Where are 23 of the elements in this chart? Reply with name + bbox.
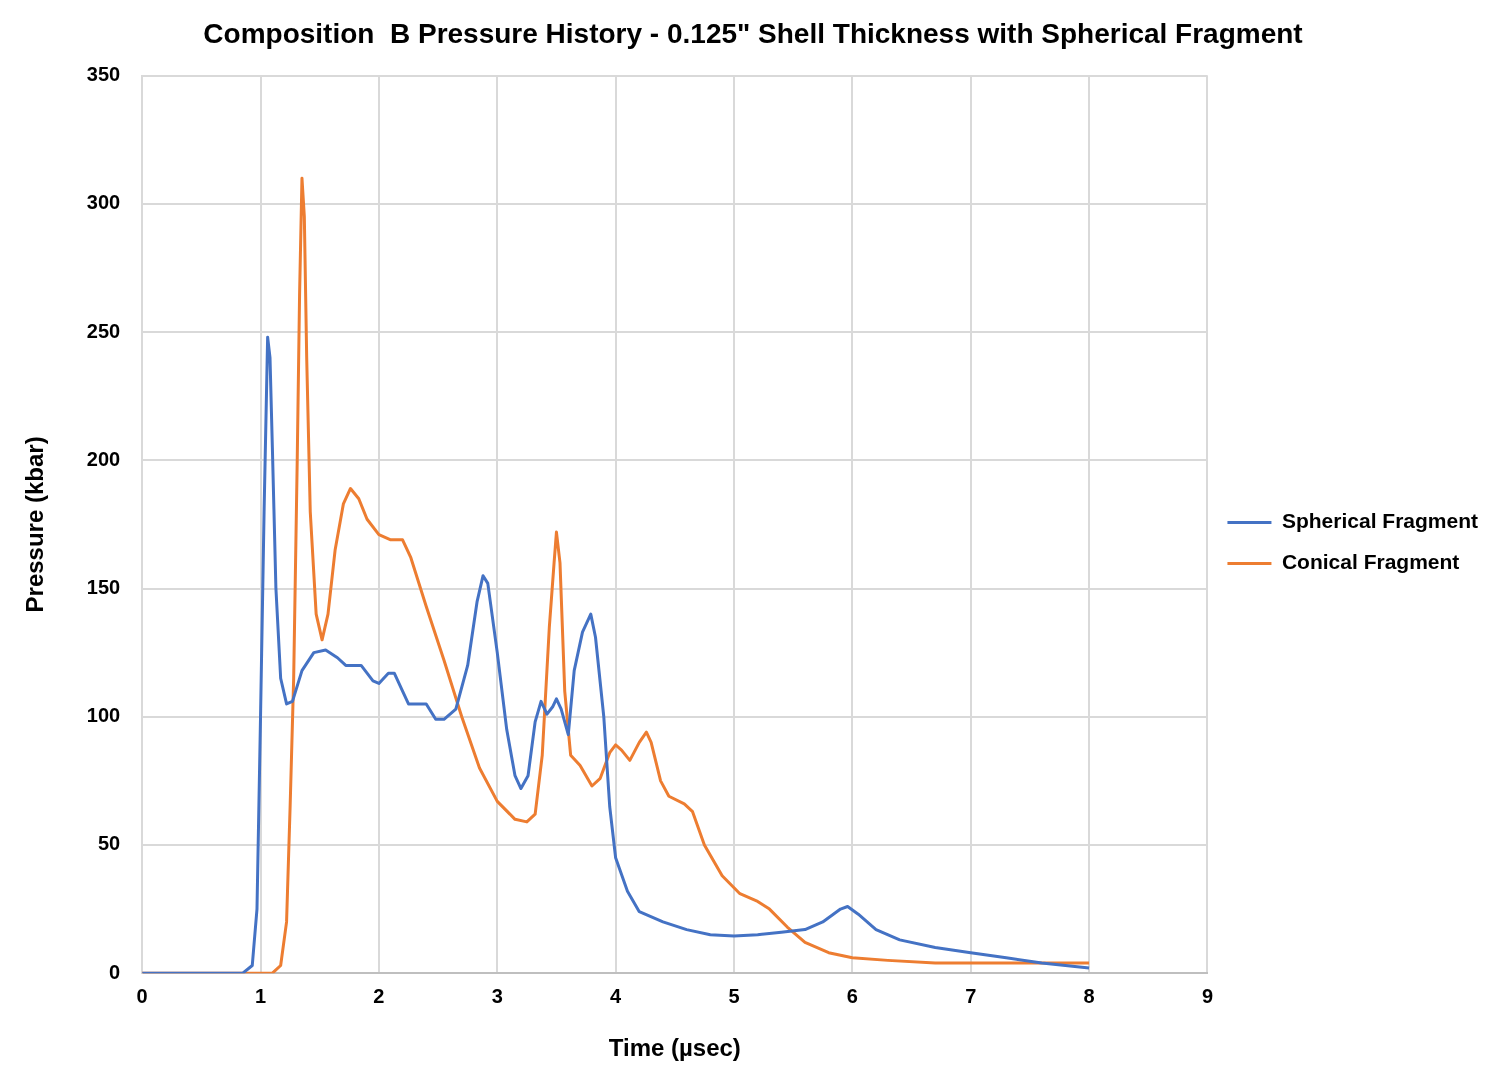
x-tick-label: 4 [610,984,623,1007]
x-tick-label: 3 [491,984,503,1007]
y-tick-label: 250 [86,319,121,342]
x-tick-label: 9 [1201,984,1214,1007]
legend-label: Spherical Fragment [1281,509,1479,533]
y-tick-label: 100 [86,704,121,727]
x-axis-title: Time (µsec) [608,1034,741,1062]
y-tick-label: 150 [86,576,121,599]
x-tick-label: 7 [965,984,977,1007]
y-tick-label: 0 [109,960,121,983]
chart-title: Composition B Pressure History - 0.125" Shell Thickness with Spherical Fragment [203,17,1303,49]
legend-label: Conical Fragment [1281,550,1460,574]
y-tick-label: 200 [86,447,121,470]
x-tick-label: 6 [846,984,858,1007]
x-tick-label: 8 [1083,984,1095,1007]
x-tick-label: 5 [728,984,740,1007]
x-tick-label: 0 [136,984,148,1007]
y-tick-label: 300 [86,191,121,214]
y-tick-label: 50 [97,832,121,855]
x-tick-label: 2 [373,984,385,1007]
x-tick-label: 1 [254,984,267,1007]
y-tick-label: 350 [86,63,121,86]
y-axis-title: Pressure (kbar) [21,436,49,613]
